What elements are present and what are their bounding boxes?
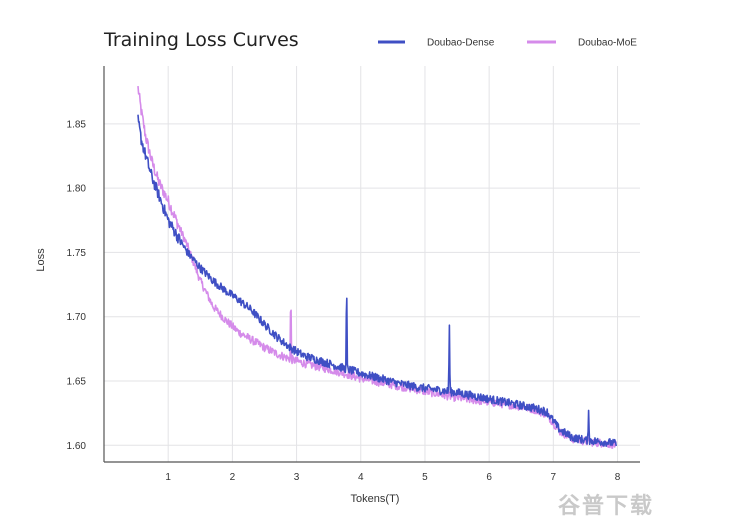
grid-lines xyxy=(104,66,640,462)
x-axis-label: Tokens(T) xyxy=(351,493,400,505)
legend: Doubao-Dense Doubao-MoE xyxy=(378,38,637,49)
x-tick-label: 7 xyxy=(551,472,557,483)
x-tick-label: 1 xyxy=(165,472,171,483)
series-lines xyxy=(137,86,617,450)
y-tick-label: 1.85 xyxy=(67,119,87,130)
x-tick-label: 2 xyxy=(230,472,236,483)
axes xyxy=(103,66,640,463)
x-tick-label: 6 xyxy=(486,472,492,483)
y-tick-label: 1.60 xyxy=(67,441,87,452)
tick-labels: 1 2 3 4 5 6 7 8 1.60 1.65 1.70 1.75 1.80 1.85 xyxy=(67,119,621,483)
series-line-moe xyxy=(137,86,617,450)
watermark-logo: 谷普下载 xyxy=(558,494,655,519)
x-tick-label: 8 xyxy=(615,472,621,483)
legend-label-moe: Doubao-MoE xyxy=(578,38,637,49)
y-tick-label: 1.75 xyxy=(67,248,87,259)
y-tick-label: 1.65 xyxy=(67,377,87,388)
x-tick-label: 5 xyxy=(422,472,428,483)
chart-title: Training Loss Curves xyxy=(103,29,299,51)
x-tick-label: 3 xyxy=(294,472,300,483)
legend-label-dense: Doubao-Dense xyxy=(427,38,495,49)
y-axis-label: Loss xyxy=(35,248,47,272)
x-tick-label: 4 xyxy=(358,472,364,483)
y-tick-label: 1.80 xyxy=(67,184,87,195)
series-line-dense xyxy=(137,114,617,448)
y-tick-label: 1.70 xyxy=(67,312,87,323)
